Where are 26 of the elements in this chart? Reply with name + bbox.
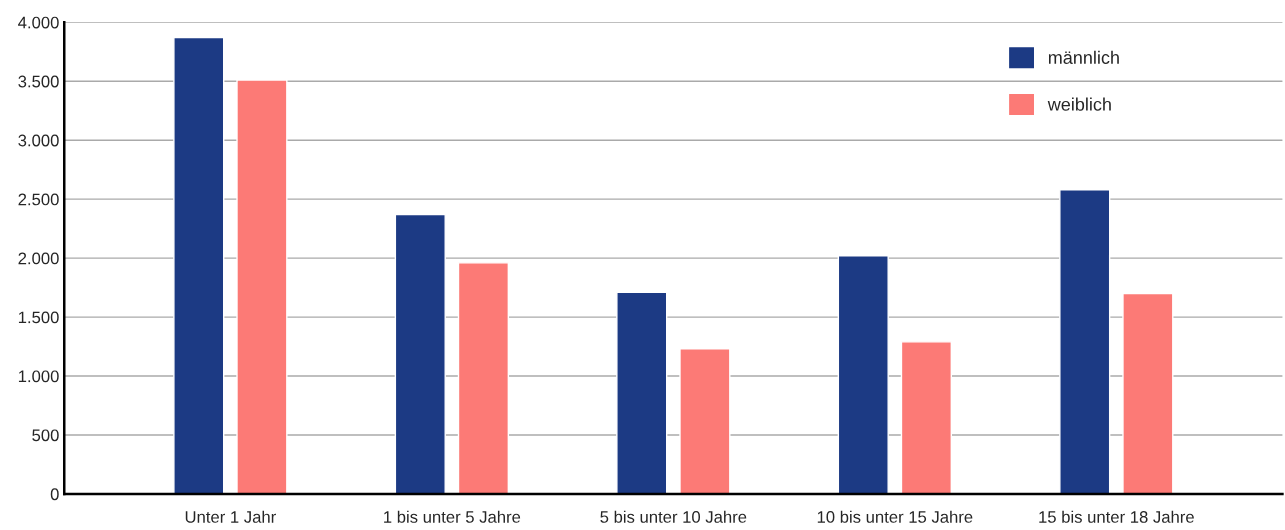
bar bbox=[837, 255, 889, 494]
y-tick-label: 3.000 bbox=[18, 134, 59, 147]
y-tick-label: 1.500 bbox=[18, 311, 59, 324]
bar bbox=[173, 36, 225, 494]
x-tick-label: 10 bis unter 15 Jahre bbox=[817, 510, 973, 523]
y-tick-label: 1.000 bbox=[18, 370, 59, 383]
bar bbox=[679, 348, 731, 494]
y-tick-label: 4.000 bbox=[18, 16, 59, 29]
x-tick-label: 1 bis unter 5 Jahre bbox=[384, 510, 521, 523]
bar bbox=[394, 213, 446, 494]
y-tick-label: 2.500 bbox=[18, 193, 59, 206]
bar bbox=[1122, 292, 1174, 494]
y-tick-label: 0 bbox=[50, 488, 59, 501]
bar bbox=[1059, 189, 1111, 494]
bar bbox=[457, 262, 510, 494]
x-tick-label: 5 bis unter 10 Jahre bbox=[600, 510, 747, 523]
x-tick-label: Unter 1 Jahr bbox=[185, 510, 276, 523]
y-tick-label: 2.000 bbox=[18, 252, 59, 265]
legend-label: weiblich bbox=[1047, 97, 1111, 111]
x-tick-label: 15 bis unter 18 Jahre bbox=[1039, 510, 1194, 523]
bar bbox=[236, 79, 288, 494]
y-tick-label: 3.500 bbox=[18, 75, 59, 88]
bar bbox=[616, 291, 668, 494]
bar bbox=[900, 341, 953, 494]
y-tick-label: 500 bbox=[32, 429, 59, 442]
legend-label: männlich bbox=[1048, 50, 1119, 65]
